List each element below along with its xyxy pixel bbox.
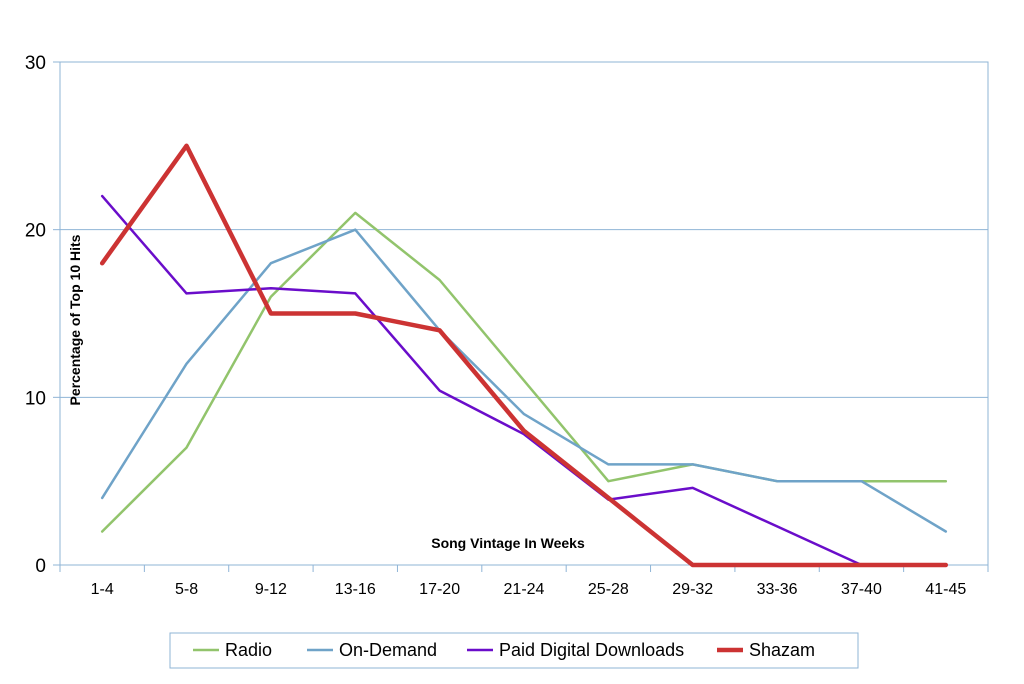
x-tick-label: 5-8: [175, 581, 198, 598]
x-axis-title: Song Vintage In Weeks: [431, 535, 585, 551]
series-line-paid-digital-downloads: [100, 194, 948, 567]
y-tick-label: 30: [25, 53, 46, 74]
y-tick-label: 10: [25, 388, 46, 409]
y-tick-label: 0: [35, 556, 46, 577]
plot-area: [59, 61, 989, 566]
y-tick-label: 20: [25, 221, 46, 242]
legend-box: [169, 632, 859, 669]
x-tick-label: 21-24: [504, 581, 545, 598]
x-tick-label: 17-20: [419, 581, 460, 598]
x-tick-label: 25-28: [588, 581, 629, 598]
x-tick-label: 41-45: [925, 581, 966, 598]
x-tick-label: 1-4: [91, 581, 114, 598]
legend-label-paid-digital-downloads: Paid Digital Downloads: [499, 640, 684, 660]
x-tick-label: 33-36: [757, 581, 798, 598]
legend: Radio On-Demand Paid Digital Downloads Shaz…: [169, 632, 859, 669]
legend-label-on-demand: On-Demand: [339, 640, 437, 660]
x-axis-ticks: 1-4 5-8 9-12 13-16 17-20 21-24 25-28 29-32 33-36…: [59, 565, 989, 598]
series-line-on-demand: [100, 228, 948, 533]
y-axis-ticks: 0 10 20 30: [25, 53, 60, 577]
x-tick-label: 9-12: [255, 581, 287, 598]
series-lines: [99, 143, 949, 568]
x-tick-label: 13-16: [335, 581, 376, 598]
x-tick-label: 29-32: [672, 581, 713, 598]
legend-label-shazam: Shazam: [749, 640, 815, 660]
y-axis-title: Percentage of Top 10 Hits: [67, 234, 83, 405]
x-tick-label: 37-40: [841, 581, 882, 598]
legend-label-radio: Radio: [225, 640, 272, 660]
series-line-shazam: [99, 143, 949, 568]
